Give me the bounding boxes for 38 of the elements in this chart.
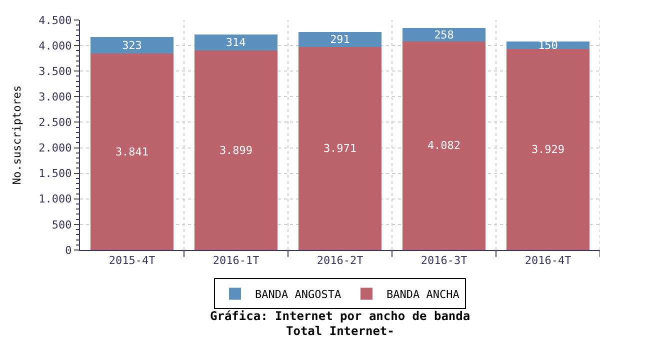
bar [402,28,486,42]
y-tick-label: 4.000 [38,39,72,52]
bar [402,41,486,250]
x-tick-label: 2016-3T [420,254,468,268]
text: Total Internet- [286,324,394,338]
data-label: 323 [122,38,142,52]
y-tick-label: 2.500 [38,116,72,130]
data-label: 3.971 [323,142,357,156]
y-tick-label: 4.500 [38,14,72,27]
legend-label: BANDA ANGOSTA [255,288,342,301]
bar [298,47,382,250]
y-tick-label: 2.000 [38,142,72,155]
bar [90,54,174,250]
data-label: 258 [434,28,454,42]
bar [194,34,278,51]
x-tick-label: 2015-4T [108,254,156,268]
y-tick-label: 3.000 [38,90,72,104]
data-label: 291 [330,33,350,46]
bar [298,32,382,48]
data-label: 314 [226,36,246,50]
x-tick-label: 2016-2T [316,254,364,268]
bar [90,37,174,54]
data-label: 4.082 [427,139,461,152]
text: Gráfica: Internet por ancho de banda [210,309,470,323]
y-tick-label: 1.000 [38,192,72,206]
y-tick-label: 1.500 [38,167,72,180]
y-tick-label: 500 [52,218,72,232]
y-axis-title: No.suscriptores [10,85,24,185]
data-label: 3.841 [115,145,149,158]
x-tick-label: 2016-1T [212,254,260,268]
y-tick-label: 0 [65,244,72,257]
legend-label: BANDA ANCHA [386,288,460,301]
data-label: 3.899 [219,144,253,157]
data-label: 3.929 [531,143,565,156]
bar [194,50,278,250]
y-tick-label: 3.500 [38,64,72,78]
x-tick-label: 2016-4T [524,254,572,268]
bar [506,49,590,250]
